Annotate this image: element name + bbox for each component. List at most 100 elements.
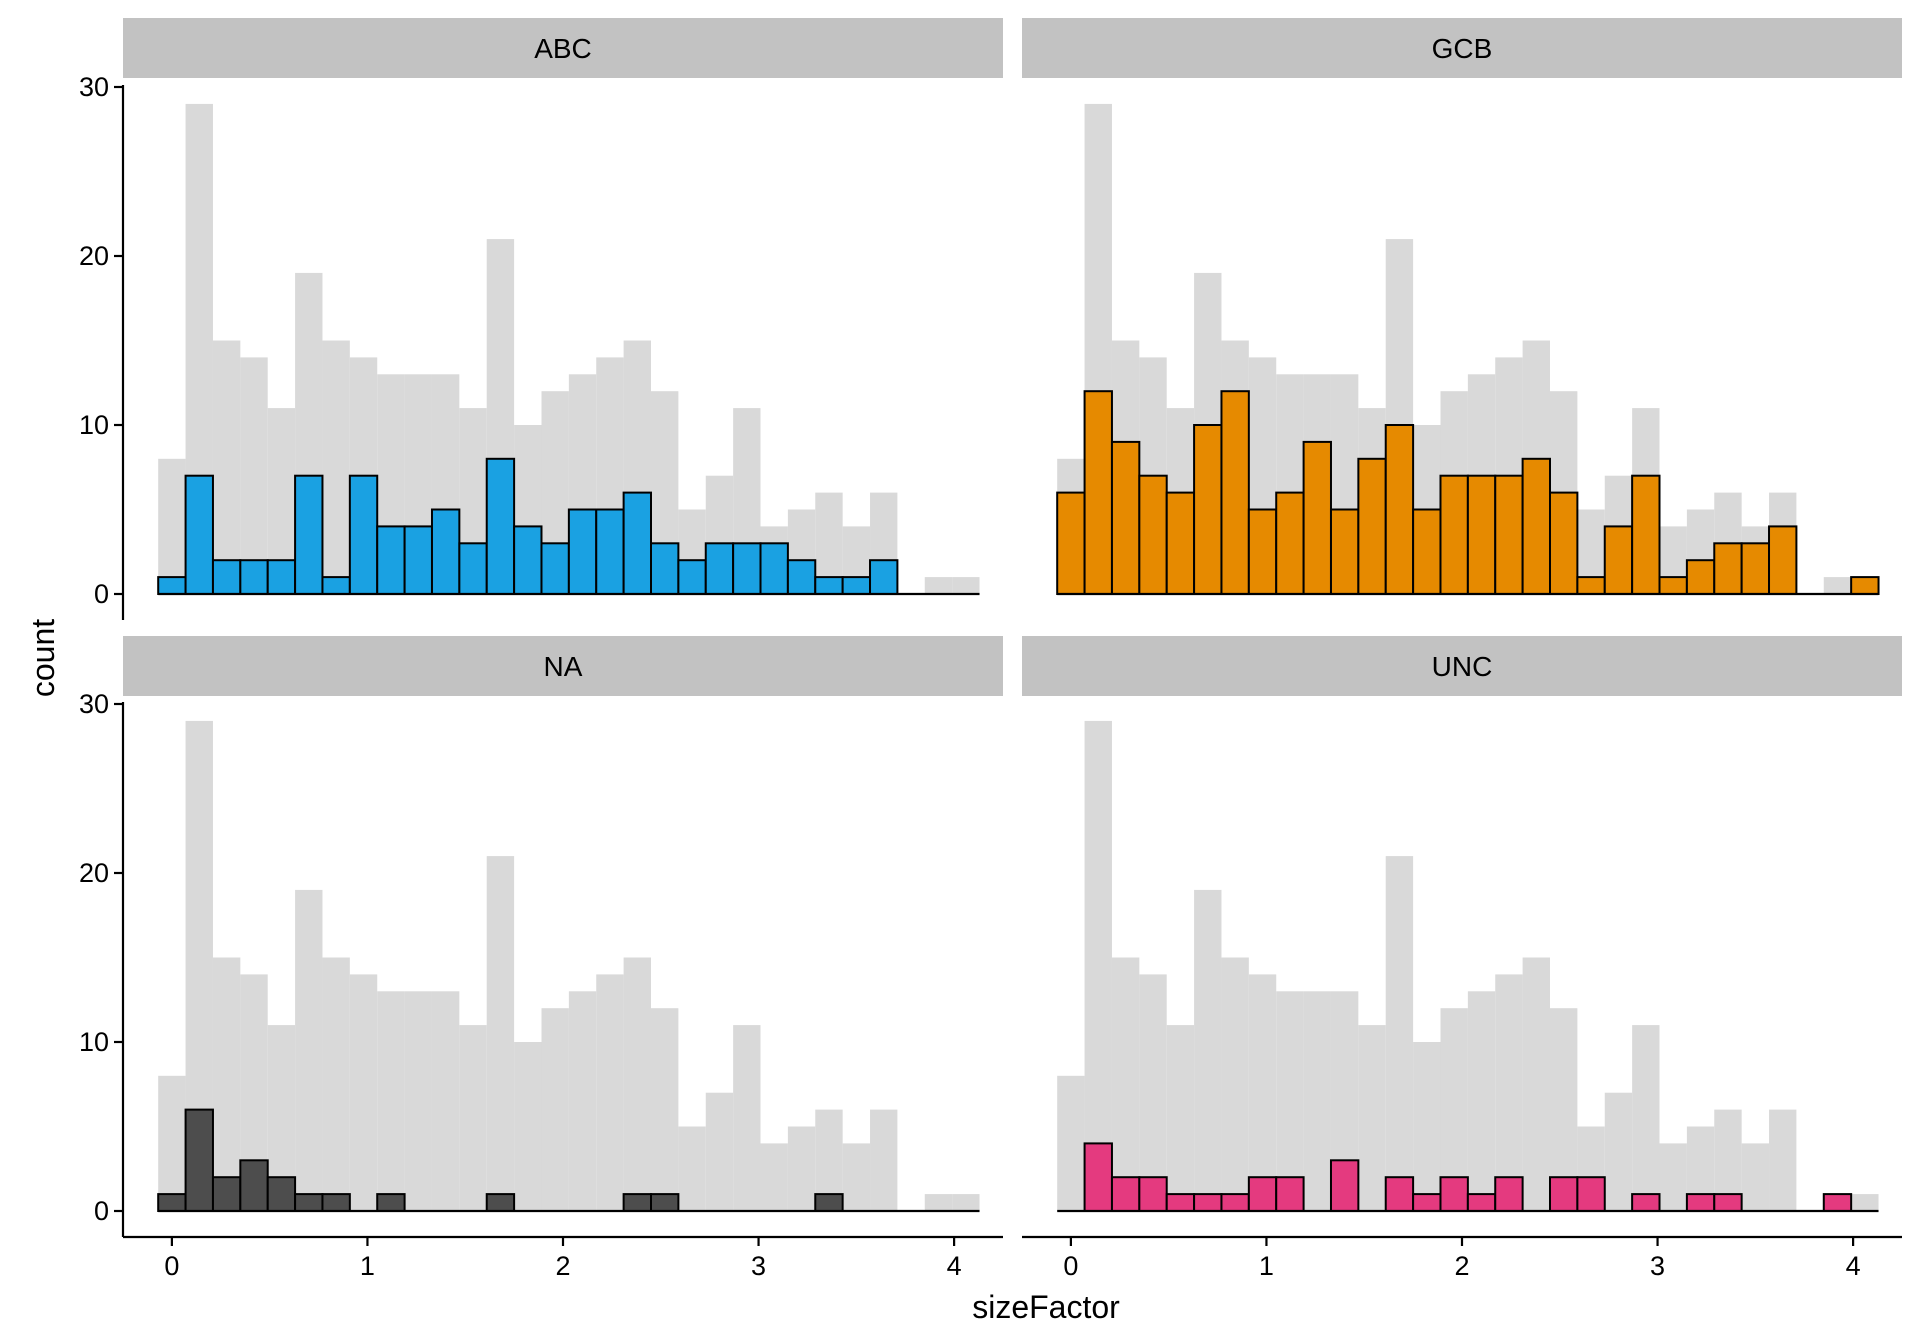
background-bar [295, 889, 323, 1211]
background-bar [1221, 957, 1249, 1211]
bar [1631, 1193, 1661, 1212]
bar [677, 559, 707, 596]
bar [704, 542, 735, 595]
y-tick-label: 10 [79, 1027, 109, 1057]
y-tick-label: 30 [79, 72, 109, 102]
bar [1412, 1193, 1442, 1212]
bar [1439, 474, 1469, 596]
bar [1275, 491, 1305, 596]
background-bar [705, 1092, 734, 1211]
background-bar [870, 1109, 898, 1211]
background-bar [1084, 720, 1112, 1211]
panel-gcb: GCB [1022, 18, 1902, 596]
background-bar [1604, 1092, 1633, 1211]
facet-strip-label: ABC [534, 33, 592, 64]
bar [184, 1108, 214, 1212]
bar [321, 1193, 351, 1212]
background-bar [1276, 991, 1304, 1211]
bar [1138, 1176, 1168, 1212]
background-bar [1057, 1075, 1085, 1211]
y-tick-label: 20 [79, 858, 109, 888]
bar [1822, 1193, 1853, 1212]
background-bar [1659, 1143, 1687, 1211]
bar [1576, 1176, 1606, 1212]
bar [348, 474, 379, 596]
x-tick-label: 1 [1259, 1251, 1274, 1281]
bar [1850, 576, 1880, 595]
background-bar [568, 991, 597, 1211]
bar [650, 542, 680, 595]
y-axis-title: count [25, 619, 61, 697]
bar [1412, 508, 1442, 595]
x-tick-label: 2 [555, 1251, 570, 1281]
bar [1220, 1193, 1250, 1212]
bar [841, 576, 872, 595]
x-tick-label: 0 [1063, 1251, 1078, 1281]
bar [1768, 525, 1798, 596]
background-bar [1139, 974, 1167, 1211]
facet-strip-label: NA [544, 651, 583, 682]
bar [513, 525, 543, 596]
bar [211, 1176, 242, 1212]
background-bar [623, 957, 651, 1211]
facet-strip [123, 636, 1003, 696]
bar [1110, 440, 1141, 595]
y-tick-label: 0 [94, 1196, 109, 1226]
bar [294, 474, 324, 596]
bar [1275, 1176, 1305, 1212]
bar [430, 508, 461, 595]
facet-strip-label: UNC [1432, 651, 1493, 682]
background-bar [1522, 957, 1550, 1211]
background-bar [377, 991, 405, 1211]
background-bar [1467, 991, 1496, 1211]
bar [1083, 1142, 1113, 1213]
background-bar [1303, 991, 1331, 1211]
background-bar [760, 1143, 788, 1211]
bar [1658, 576, 1688, 595]
background-bar [349, 974, 378, 1211]
x-tick-label: 4 [947, 1251, 962, 1281]
background-bar [212, 340, 241, 594]
bar [1549, 491, 1579, 596]
background-bar [459, 1025, 487, 1211]
background-bar [651, 1008, 679, 1211]
background-bar [1385, 856, 1414, 1211]
bar [1302, 440, 1332, 595]
bar [157, 1193, 187, 1212]
bar [1165, 491, 1196, 596]
background-bar [1111, 957, 1140, 1211]
bar [1138, 474, 1168, 596]
bar [567, 508, 598, 595]
bar [266, 559, 297, 596]
bar [1713, 542, 1743, 595]
y-tick-label: 0 [94, 579, 109, 609]
bar [321, 576, 351, 595]
bar [1631, 474, 1661, 596]
bar [211, 559, 242, 596]
background-bar [431, 991, 460, 1211]
x-tick-label: 3 [1650, 1251, 1665, 1281]
background-bar [1166, 1025, 1195, 1211]
background-bar [1358, 1025, 1386, 1211]
bar [1193, 1193, 1223, 1212]
background-bar [787, 1126, 816, 1211]
background-bar [1413, 1042, 1441, 1211]
bar [266, 1176, 297, 1212]
bar [1247, 1176, 1278, 1212]
bar [1247, 508, 1278, 595]
background-bar [952, 1194, 980, 1211]
background-bar [514, 1042, 542, 1211]
bar [650, 1193, 680, 1212]
background-bar [322, 957, 350, 1211]
bar [814, 1193, 844, 1212]
bar [1576, 576, 1606, 595]
facet-strip [1022, 636, 1902, 696]
bar [622, 1193, 652, 1212]
bar [622, 491, 652, 596]
background-bar [924, 577, 953, 594]
x-tick-label: 1 [360, 1251, 375, 1281]
x-axis-title: sizeFactor [972, 1289, 1120, 1325]
background-bar [240, 357, 268, 594]
bar [1384, 424, 1415, 595]
